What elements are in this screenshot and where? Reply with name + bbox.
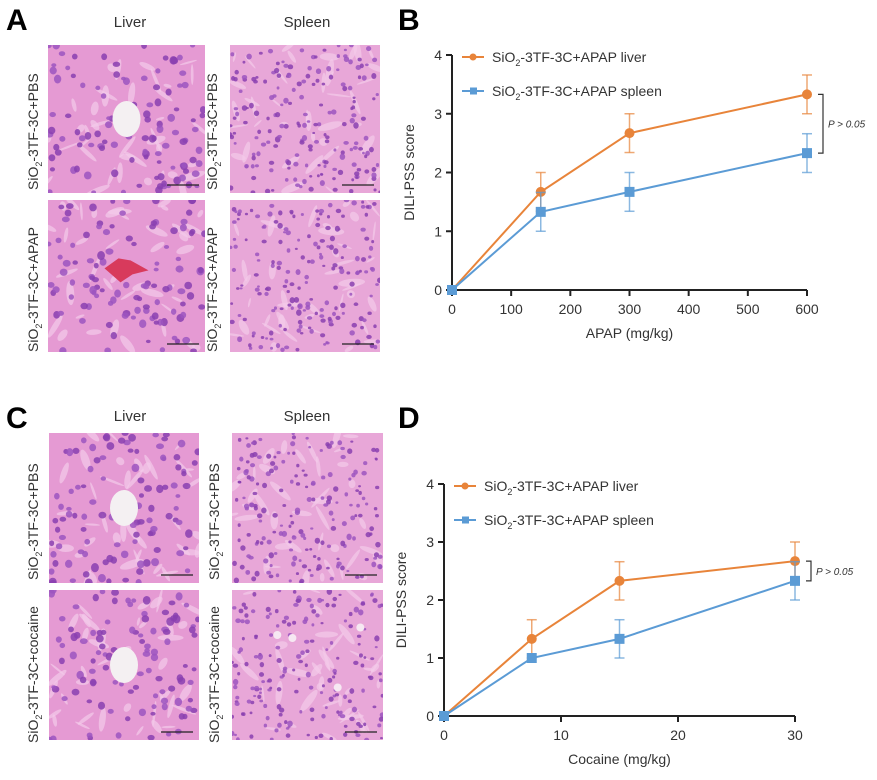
data-point bbox=[614, 575, 625, 586]
central-vein bbox=[110, 490, 138, 526]
y-axis-label: DILI-PSS score bbox=[393, 552, 409, 649]
y-tick-label: 3 bbox=[426, 534, 434, 550]
series-liver bbox=[447, 74, 812, 295]
x-tick-label: 30 bbox=[787, 727, 803, 743]
central-vein bbox=[112, 101, 141, 137]
x-tick-label: 300 bbox=[618, 301, 642, 317]
legend-marker bbox=[470, 87, 477, 95]
data-point bbox=[790, 575, 800, 586]
x-tick-label: 600 bbox=[795, 301, 819, 317]
y-tick-label: 1 bbox=[434, 223, 442, 239]
y-tick-label: 4 bbox=[434, 47, 442, 63]
x-tick-label: 0 bbox=[440, 727, 448, 743]
x-axis-label: APAP (mg/kg) bbox=[586, 325, 673, 341]
significance-bracket bbox=[806, 560, 812, 582]
legend-marker bbox=[461, 482, 469, 490]
legend-label: SiO2-3TF-3C+APAP liver bbox=[492, 49, 647, 68]
histology-liver-cocaine bbox=[49, 590, 199, 740]
column-title-spleen: Spleen bbox=[283, 408, 331, 425]
panel-letter-a: A bbox=[6, 4, 28, 37]
series-line bbox=[451, 93, 808, 291]
series-line bbox=[443, 579, 796, 717]
significance-bracket bbox=[818, 93, 824, 154]
x-tick-label: 400 bbox=[677, 301, 701, 317]
y-tick-label: 4 bbox=[426, 476, 434, 492]
p-value-annotation: P > 0.05 bbox=[828, 120, 866, 131]
chart-d: 0 1 2 3 4 0 10 20 30 Cocaine (mg/kg) DILI-PSS scor… bbox=[393, 476, 854, 767]
series-line bbox=[451, 152, 808, 291]
histology-spleen-pbs bbox=[232, 433, 383, 583]
data-point bbox=[447, 285, 457, 295]
x-tick-label: 20 bbox=[670, 727, 686, 743]
p-value-annotation: P > 0.05 bbox=[816, 567, 854, 578]
x-tick-label: 100 bbox=[499, 301, 523, 317]
series-line bbox=[443, 560, 796, 717]
histology-spleen-cocaine bbox=[232, 590, 383, 740]
panel-letter-c: C bbox=[6, 402, 28, 435]
legend-marker bbox=[462, 516, 469, 524]
legend-label: SiO2-3TF-3C+APAP spleen bbox=[492, 83, 662, 102]
data-point bbox=[614, 633, 625, 644]
vacuole bbox=[333, 683, 342, 692]
y-tick-label: 0 bbox=[426, 708, 434, 724]
histology-liver-apap bbox=[48, 200, 205, 352]
y-tick-label: 3 bbox=[434, 106, 442, 122]
histology-spleen-pbs bbox=[230, 45, 380, 193]
panel-letter-b: B bbox=[398, 4, 420, 37]
panel-letter-d: D bbox=[398, 402, 420, 435]
data-point bbox=[802, 148, 812, 159]
y-tick-label: 2 bbox=[434, 165, 442, 181]
x-axis-label: Cocaine (mg/kg) bbox=[568, 751, 671, 767]
vacuole bbox=[356, 623, 365, 632]
tissue-background bbox=[230, 45, 380, 193]
data-point bbox=[526, 633, 537, 644]
legend-marker bbox=[469, 53, 477, 61]
x-tick-label: 500 bbox=[736, 301, 760, 317]
data-point bbox=[535, 206, 546, 217]
series-spleen bbox=[439, 560, 800, 721]
histology-liver-pbs bbox=[49, 433, 199, 583]
x-tick-label: 200 bbox=[559, 301, 583, 317]
chart-b: 0 1 2 3 4 0 100 200 300 400 500 600 APAP (mg/kg) DILI… bbox=[401, 47, 866, 341]
vacuole bbox=[273, 631, 282, 639]
data-point bbox=[802, 89, 812, 100]
series-spleen bbox=[447, 132, 812, 295]
data-point bbox=[624, 128, 635, 139]
y-tick-label: 2 bbox=[426, 592, 434, 608]
vacuole bbox=[288, 634, 297, 642]
x-tick-label: 10 bbox=[553, 727, 569, 743]
column-title-liver: Liver bbox=[113, 14, 147, 31]
column-title-spleen: Spleen bbox=[283, 14, 331, 31]
y-axis-label: DILI-PSS score bbox=[401, 124, 417, 221]
histology-spleen-apap bbox=[230, 200, 380, 352]
data-point bbox=[439, 711, 449, 721]
data-point bbox=[526, 653, 537, 663]
hemorrhage-region bbox=[104, 258, 149, 283]
data-point bbox=[624, 186, 635, 197]
histology-liver-pbs bbox=[48, 45, 205, 193]
column-title-liver: Liver bbox=[113, 408, 147, 425]
y-tick-label: 1 bbox=[426, 650, 434, 666]
x-tick-label: 0 bbox=[448, 301, 456, 317]
legend-label: SiO2-3TF-3C+APAP spleen bbox=[484, 512, 654, 531]
central-vein bbox=[110, 647, 138, 683]
y-tick-label: 0 bbox=[434, 282, 442, 298]
legend-label: SiO2-3TF-3C+APAP liver bbox=[484, 478, 639, 497]
